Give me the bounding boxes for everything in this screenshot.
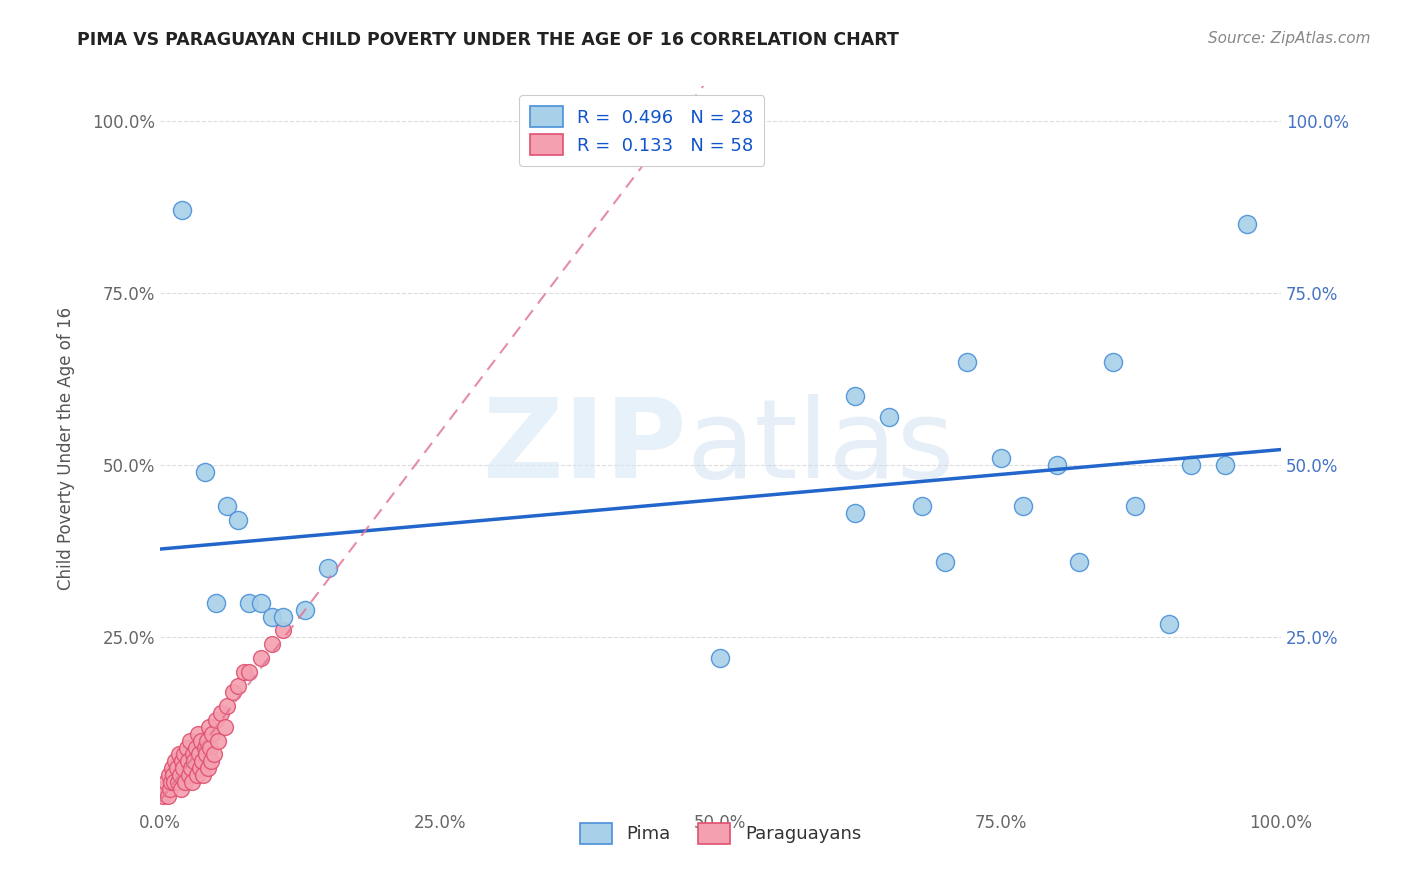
Point: [238, 665, 260, 679]
Point: [162, 768, 184, 782]
Point: [170, 781, 193, 796]
Point: [160, 761, 183, 775]
Point: [193, 465, 215, 479]
Point: [183, 755, 205, 769]
Point: [188, 747, 211, 762]
Point: [207, 733, 229, 747]
Point: [172, 761, 194, 775]
Legend: R =  0.496   N = 28, R =  0.133   N = 58: R = 0.496 N = 28, R = 0.133 N = 58: [519, 95, 765, 166]
Point: [174, 775, 197, 789]
Point: [198, 720, 221, 734]
Point: [163, 775, 186, 789]
Point: [956, 355, 979, 369]
Point: [173, 747, 195, 762]
Point: [177, 768, 200, 782]
Point: [179, 733, 201, 747]
Point: [1069, 555, 1091, 569]
Point: [990, 451, 1012, 466]
Point: [204, 713, 226, 727]
Point: [294, 603, 316, 617]
Point: [197, 761, 219, 775]
Text: Source: ZipAtlas.com: Source: ZipAtlas.com: [1208, 31, 1371, 46]
Point: [249, 596, 271, 610]
Point: [1180, 458, 1202, 472]
Point: [877, 409, 900, 424]
Point: [176, 740, 198, 755]
Point: [155, 775, 177, 789]
Point: [172, 203, 194, 218]
Point: [214, 720, 236, 734]
Point: [226, 679, 249, 693]
Point: [260, 609, 283, 624]
Point: [911, 500, 934, 514]
Point: [226, 513, 249, 527]
Y-axis label: Child Poverty Under the Age of 16: Child Poverty Under the Age of 16: [58, 306, 75, 590]
Point: [177, 755, 200, 769]
Point: [1101, 355, 1123, 369]
Point: [193, 768, 215, 782]
Point: [271, 609, 294, 624]
Point: [198, 740, 221, 755]
Point: [260, 637, 283, 651]
Point: [232, 665, 254, 679]
Point: [1012, 500, 1035, 514]
Point: [184, 740, 207, 755]
Point: [194, 747, 217, 762]
Point: [709, 651, 731, 665]
Point: [202, 747, 225, 762]
Point: [188, 761, 211, 775]
Point: [180, 761, 202, 775]
Point: [160, 775, 183, 789]
Point: [1157, 616, 1180, 631]
Point: [169, 768, 191, 782]
Point: [152, 789, 174, 803]
Point: [934, 555, 956, 569]
Point: [249, 651, 271, 665]
Point: [1123, 500, 1146, 514]
Point: [271, 624, 294, 638]
Text: ZIP: ZIP: [484, 394, 686, 501]
Text: atlas: atlas: [686, 394, 955, 501]
Point: [215, 699, 238, 714]
Point: [204, 596, 226, 610]
Point: [159, 781, 181, 796]
Point: [157, 768, 180, 782]
Point: [166, 775, 188, 789]
Point: [201, 727, 224, 741]
Point: [183, 747, 205, 762]
Point: [200, 755, 222, 769]
Point: [844, 507, 866, 521]
Point: [166, 761, 188, 775]
Point: [221, 685, 243, 699]
Point: [172, 755, 194, 769]
Point: [844, 389, 866, 403]
Point: [215, 500, 238, 514]
Point: [155, 781, 177, 796]
Point: [165, 755, 187, 769]
Point: [238, 596, 260, 610]
Point: [1236, 217, 1258, 231]
Point: [167, 747, 190, 762]
Point: [187, 727, 209, 741]
Point: [209, 706, 232, 720]
Point: [1213, 458, 1236, 472]
Point: [193, 740, 215, 755]
Point: [316, 561, 339, 575]
Point: [195, 733, 218, 747]
Text: PIMA VS PARAGUAYAN CHILD POVERTY UNDER THE AGE OF 16 CORRELATION CHART: PIMA VS PARAGUAYAN CHILD POVERTY UNDER T…: [77, 31, 900, 49]
Point: [181, 775, 204, 789]
Point: [156, 789, 179, 803]
Point: [153, 781, 176, 796]
Point: [191, 755, 214, 769]
Point: [1046, 458, 1069, 472]
Point: [190, 733, 212, 747]
Point: [186, 768, 208, 782]
